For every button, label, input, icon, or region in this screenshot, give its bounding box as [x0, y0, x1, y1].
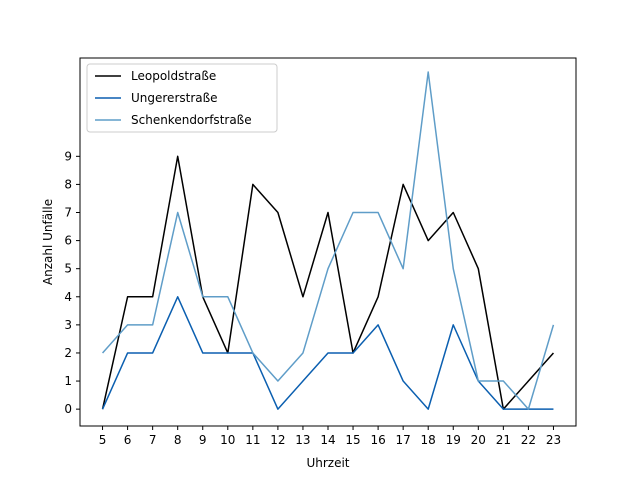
- y-tick-label: 4: [64, 290, 72, 304]
- y-tick-label: 7: [64, 206, 72, 220]
- x-tick-label: 17: [396, 433, 411, 447]
- legend-label: Leopoldstraße: [131, 69, 216, 83]
- x-tick-label: 5: [99, 433, 107, 447]
- x-tick-label: 6: [124, 433, 132, 447]
- series-line-3: [101, 71, 555, 410]
- x-tick-label: 7: [149, 433, 157, 447]
- x-tick-label: 22: [521, 433, 536, 447]
- x-tick-label: 20: [471, 433, 486, 447]
- legend-box: [86, 63, 278, 133]
- legend: Leopoldstraße Ungererstraße Schenkendorfst…: [86, 63, 278, 133]
- x-tick-label: 9: [199, 433, 207, 447]
- series-layer: [101, 71, 555, 410]
- legend-label: Ungererstraße: [131, 91, 218, 105]
- y-tick-label: 9: [64, 149, 72, 163]
- y-tick-label: 6: [64, 234, 72, 248]
- y-axis: 0 1 2 3 4 5 6 7 8 9: [64, 149, 80, 416]
- y-tick-label: 3: [64, 318, 72, 332]
- x-tick-label: 15: [345, 433, 360, 447]
- y-tick-label: 1: [64, 374, 72, 388]
- series-line-1: [101, 155, 555, 410]
- x-axis-label: Uhrzeit: [306, 456, 349, 470]
- y-tick-label: 8: [64, 177, 72, 191]
- x-tick-label: 10: [220, 433, 235, 447]
- legend-label: Schenkendorfstraße: [131, 113, 252, 127]
- y-tick-label: 0: [64, 402, 72, 416]
- x-tick-label: 13: [295, 433, 310, 447]
- x-tick-label: 16: [370, 433, 385, 447]
- x-tick-label: 8: [174, 433, 182, 447]
- x-tick-label: 12: [270, 433, 285, 447]
- y-tick-label: 2: [64, 346, 72, 360]
- x-tick-label: 14: [320, 433, 335, 447]
- x-axis: 5 6 7 8 9 10 11 12 13 14 15 16 17 18 19 20 21 22 23: [99, 426, 561, 447]
- y-tick-label: 5: [64, 262, 72, 276]
- x-tick-label: 11: [245, 433, 260, 447]
- x-tick-label: 18: [421, 433, 436, 447]
- x-tick-label: 23: [546, 433, 561, 447]
- y-axis-label: Anzahl Unfälle: [41, 199, 55, 285]
- x-tick-label: 19: [446, 433, 461, 447]
- x-tick-label: 21: [496, 433, 511, 447]
